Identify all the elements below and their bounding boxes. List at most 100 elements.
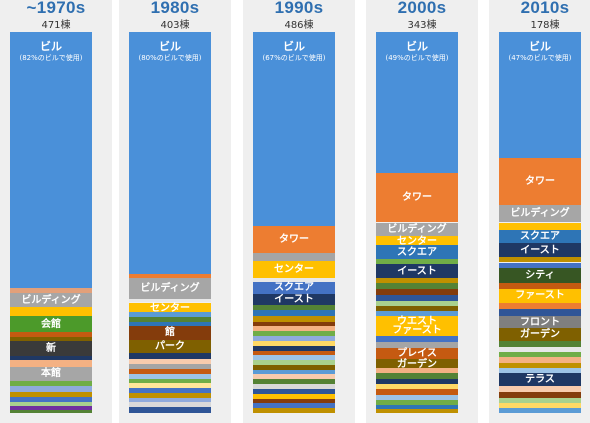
segment-label: 会館: [41, 318, 61, 330]
bar-segment-labeled: タワー: [499, 157, 581, 206]
decade-label: 1990s: [274, 0, 324, 17]
bar-segment: [253, 336, 335, 341]
top-share: (47%のビルで使用): [508, 54, 572, 62]
bar-segment: [253, 384, 335, 389]
bar-segment: [129, 273, 211, 278]
bar-segment: [376, 400, 458, 406]
segment-label: 新: [46, 343, 56, 355]
bar-segment: [129, 407, 211, 413]
building-count: 486棟: [284, 20, 314, 31]
bar-segment-labeled: ビルディング: [376, 222, 458, 236]
bar-segment: [376, 394, 458, 401]
bar-segment: [499, 302, 581, 310]
bar-segment-labeled: ファースト: [376, 324, 458, 337]
bar-segment: [253, 331, 335, 337]
bar-segment: [253, 408, 335, 413]
bar-segment: [499, 222, 581, 231]
bar-segment: [129, 397, 211, 403]
bar-segment: [376, 378, 458, 385]
bar-segment: [129, 374, 211, 379]
segment-label: タワー: [402, 192, 432, 204]
bar-segment: [253, 374, 335, 380]
segment-label: シティ: [525, 270, 555, 282]
segment-label: ファースト: [515, 290, 565, 302]
bar-segment-labeled: スクエア: [499, 230, 581, 244]
bar-segment: [129, 298, 211, 303]
bar-segment: [253, 321, 335, 327]
segment-label: スクエア: [397, 246, 437, 258]
segment-label: テラス: [525, 374, 555, 386]
bar-segment: [10, 336, 92, 342]
bar-segment: [376, 300, 458, 307]
bar-segment: [10, 288, 92, 293]
top-segment-label: ビル (80%のビルで使用): [129, 41, 211, 63]
bar-segment: [129, 393, 211, 398]
bar-segment: [253, 388, 335, 394]
bar-segment: [253, 355, 335, 360]
bar-segment: [129, 378, 211, 384]
top-word: ビル: [40, 40, 62, 53]
bar-segment-labeled: シティ: [499, 268, 581, 284]
bar-segment-labeled: タワー: [376, 172, 458, 223]
bar-segment: [499, 341, 581, 347]
bar-segment: [376, 368, 458, 374]
decade-label: ~1970s: [26, 0, 86, 17]
top-segment-label: ビル (49%のビルで使用): [376, 41, 458, 63]
bar-segment-labeled: センター: [376, 235, 458, 247]
bar-segment: [499, 368, 581, 373]
segment-label: フロント: [520, 316, 560, 328]
segment-label: タワー: [525, 176, 555, 188]
stacked-bar: ビル (49%のビルで使用) タワー ビルディング センター スクエア イースト ウエスト ファ…: [376, 32, 458, 413]
bar-segment: [253, 364, 335, 370]
bar-segment-labeled: センター: [253, 260, 335, 278]
decade-label: 2010s: [520, 0, 570, 17]
bar-segment: [253, 345, 335, 351]
segment-label: タワー: [279, 234, 309, 246]
bar-segment: [10, 360, 92, 368]
bar-segment-biru: ビル (80%のビルで使用): [129, 32, 211, 274]
bar-segment: [253, 403, 335, 409]
bar-segment: [376, 306, 458, 311]
bar-segment: [10, 392, 92, 397]
bar-segment: [499, 256, 581, 263]
building-count: 178棟: [530, 20, 560, 31]
bar-segment: [499, 397, 581, 404]
bar-segment: [376, 258, 458, 265]
segment-label: ビルディング: [21, 294, 81, 306]
bar-segment: [129, 358, 211, 365]
segment-label: 本館: [41, 368, 61, 380]
segment-label: ビルディング: [387, 223, 447, 235]
bar-segment: [253, 277, 335, 282]
bar-segment: [253, 398, 335, 404]
segment-label: スクエア: [520, 231, 560, 243]
bar-segment-labeled: ファースト: [499, 289, 581, 303]
bar-segment: [253, 252, 335, 261]
bar-segment: [253, 379, 335, 385]
bar-segment: [499, 408, 581, 413]
stacked-bar: ビル (82%のビルで使用) ビルディング 会館新本館: [10, 32, 92, 413]
bar-segment-labeled: テラス: [499, 372, 581, 387]
segment-label: 館: [165, 327, 175, 339]
bar-segment: [253, 393, 335, 399]
bar-segment: [10, 406, 92, 410]
segment-label: イースト: [520, 244, 560, 256]
stacked-bar: ビル (67%のビルで使用) タワー センター スクエア イースト: [253, 32, 335, 413]
bar-segment-labeled: 会館: [10, 315, 92, 333]
bar-segment: [10, 386, 92, 393]
bar-segment: [499, 262, 581, 269]
bar-segment: [10, 409, 92, 413]
bar-segment: [129, 402, 211, 408]
bar-segment: [129, 353, 211, 359]
segment-label: パーク: [155, 341, 185, 352]
bar-segment-biru: ビル (82%のビルで使用): [10, 32, 92, 289]
top-word: ビル: [159, 40, 181, 53]
bar-segment: [10, 307, 92, 316]
bar-segment: [253, 326, 335, 332]
bar-segment: [376, 310, 458, 316]
decade-label: 1980s: [150, 0, 200, 17]
bar-segment-labeled: ウエスト: [376, 315, 458, 327]
top-segment-label: ビル (82%のビルで使用): [10, 41, 92, 63]
bar-segment: [253, 305, 335, 311]
bar-segment: [10, 380, 92, 387]
bar-segment: [376, 384, 458, 390]
